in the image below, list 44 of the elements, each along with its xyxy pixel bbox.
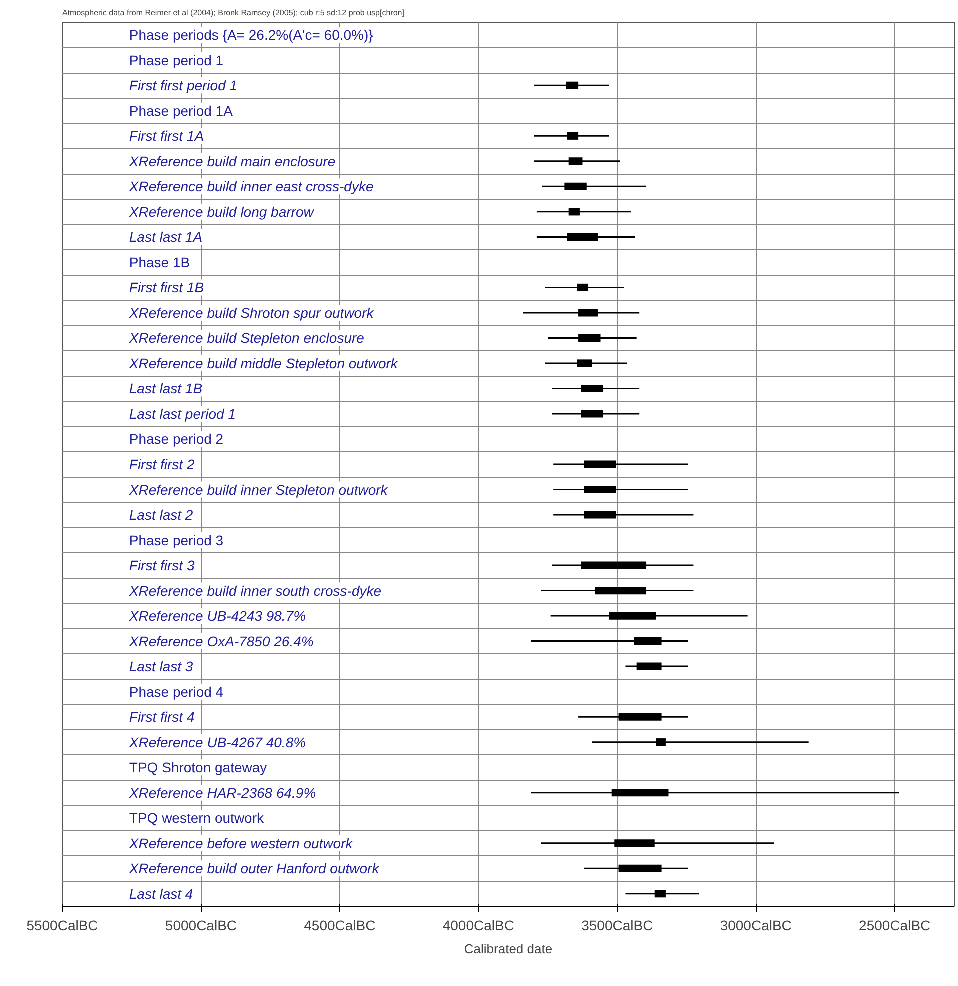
y-tick-label: First first 1A bbox=[129, 128, 204, 144]
y-tick-label: XReference UB-4243 98.7% bbox=[128, 608, 306, 624]
y-tick-label: Phase period 2 bbox=[129, 431, 224, 448]
y-tick-label: Last last 3 bbox=[129, 658, 194, 675]
y-tick-label: Last last 4 bbox=[129, 886, 194, 902]
x-tick-label: 3500CalBC bbox=[582, 918, 654, 934]
y-tick-label: XReference build long barrow bbox=[128, 204, 315, 220]
y-tick-label: First first 3 bbox=[129, 558, 195, 574]
y-tick-label: Last last 2 bbox=[129, 507, 194, 524]
y-tick-label: XReference build Stepleton enclosure bbox=[128, 330, 365, 346]
y-tick-label: XReference before western outwork bbox=[128, 835, 354, 852]
x-tick-label: 2500CalBC bbox=[859, 918, 931, 934]
x-tick-label: 3000CalBC bbox=[720, 918, 792, 934]
y-tick-label: XReference build outer Hanford outwork bbox=[128, 860, 380, 877]
y-tick-label: XReference build inner south cross-dyke bbox=[128, 582, 382, 599]
y-tick-label: Last last 1A bbox=[129, 229, 203, 246]
y-tick-label: First first 4 bbox=[129, 709, 195, 726]
y-tick-label: Last last 1B bbox=[129, 380, 203, 397]
y-tick-label: Last last period 1 bbox=[129, 406, 236, 422]
y-tick-label: First first 1B bbox=[129, 280, 204, 296]
y-tick-label: XReference build main enclosure bbox=[128, 153, 336, 170]
y-tick-label: XReference HAR-2368 64.9% bbox=[128, 784, 316, 801]
y-tick-label: TPQ Shroton gateway bbox=[129, 760, 268, 776]
y-tick-label: Phase period 3 bbox=[129, 532, 224, 548]
x-tick-label: 4000CalBC bbox=[442, 918, 514, 934]
y-tick-label: Phase period 1 bbox=[129, 52, 224, 68]
y-tick-label: Phase 1B bbox=[129, 254, 190, 270]
y-tick-label: XReference build inner east cross-dyke bbox=[128, 178, 374, 195]
y-tick-label: TPQ western outwork bbox=[129, 810, 265, 826]
y-tick-label: XReference OxA-7850 26.4% bbox=[128, 633, 314, 650]
y-tick-label: XReference build inner Stepleton outwork bbox=[128, 482, 389, 498]
y-tick-label: XReference UB-4267 40.8% bbox=[128, 734, 306, 750]
chart-title: Atmospheric data from Reimer et al (2004); Bronk Ramsey (2005); cub r:5 sd:12 prob usp[chron] bbox=[62, 8, 404, 18]
x-tick-label: 5500CalBC bbox=[26, 918, 98, 934]
x-tick-label: 5000CalBC bbox=[165, 918, 238, 934]
y-tick-label: Phase periods {A= 26.2%(A'c= 60.0%)} bbox=[129, 27, 374, 44]
y-tick-label: Phase period 4 bbox=[129, 684, 224, 700]
y-tick-label: XReference build Shroton spur outwork bbox=[128, 304, 375, 321]
y-tick-label: Phase period 1A bbox=[129, 102, 234, 119]
y-tick-label: First first period 1 bbox=[129, 78, 238, 94]
x-tick-label: 4500CalBC bbox=[304, 918, 376, 934]
y-tick-label: XReference build middle Stepleton outwork bbox=[128, 355, 399, 372]
y-tick-label: First first 2 bbox=[129, 456, 195, 472]
x-axis-title: Calibrated date bbox=[464, 942, 553, 956]
